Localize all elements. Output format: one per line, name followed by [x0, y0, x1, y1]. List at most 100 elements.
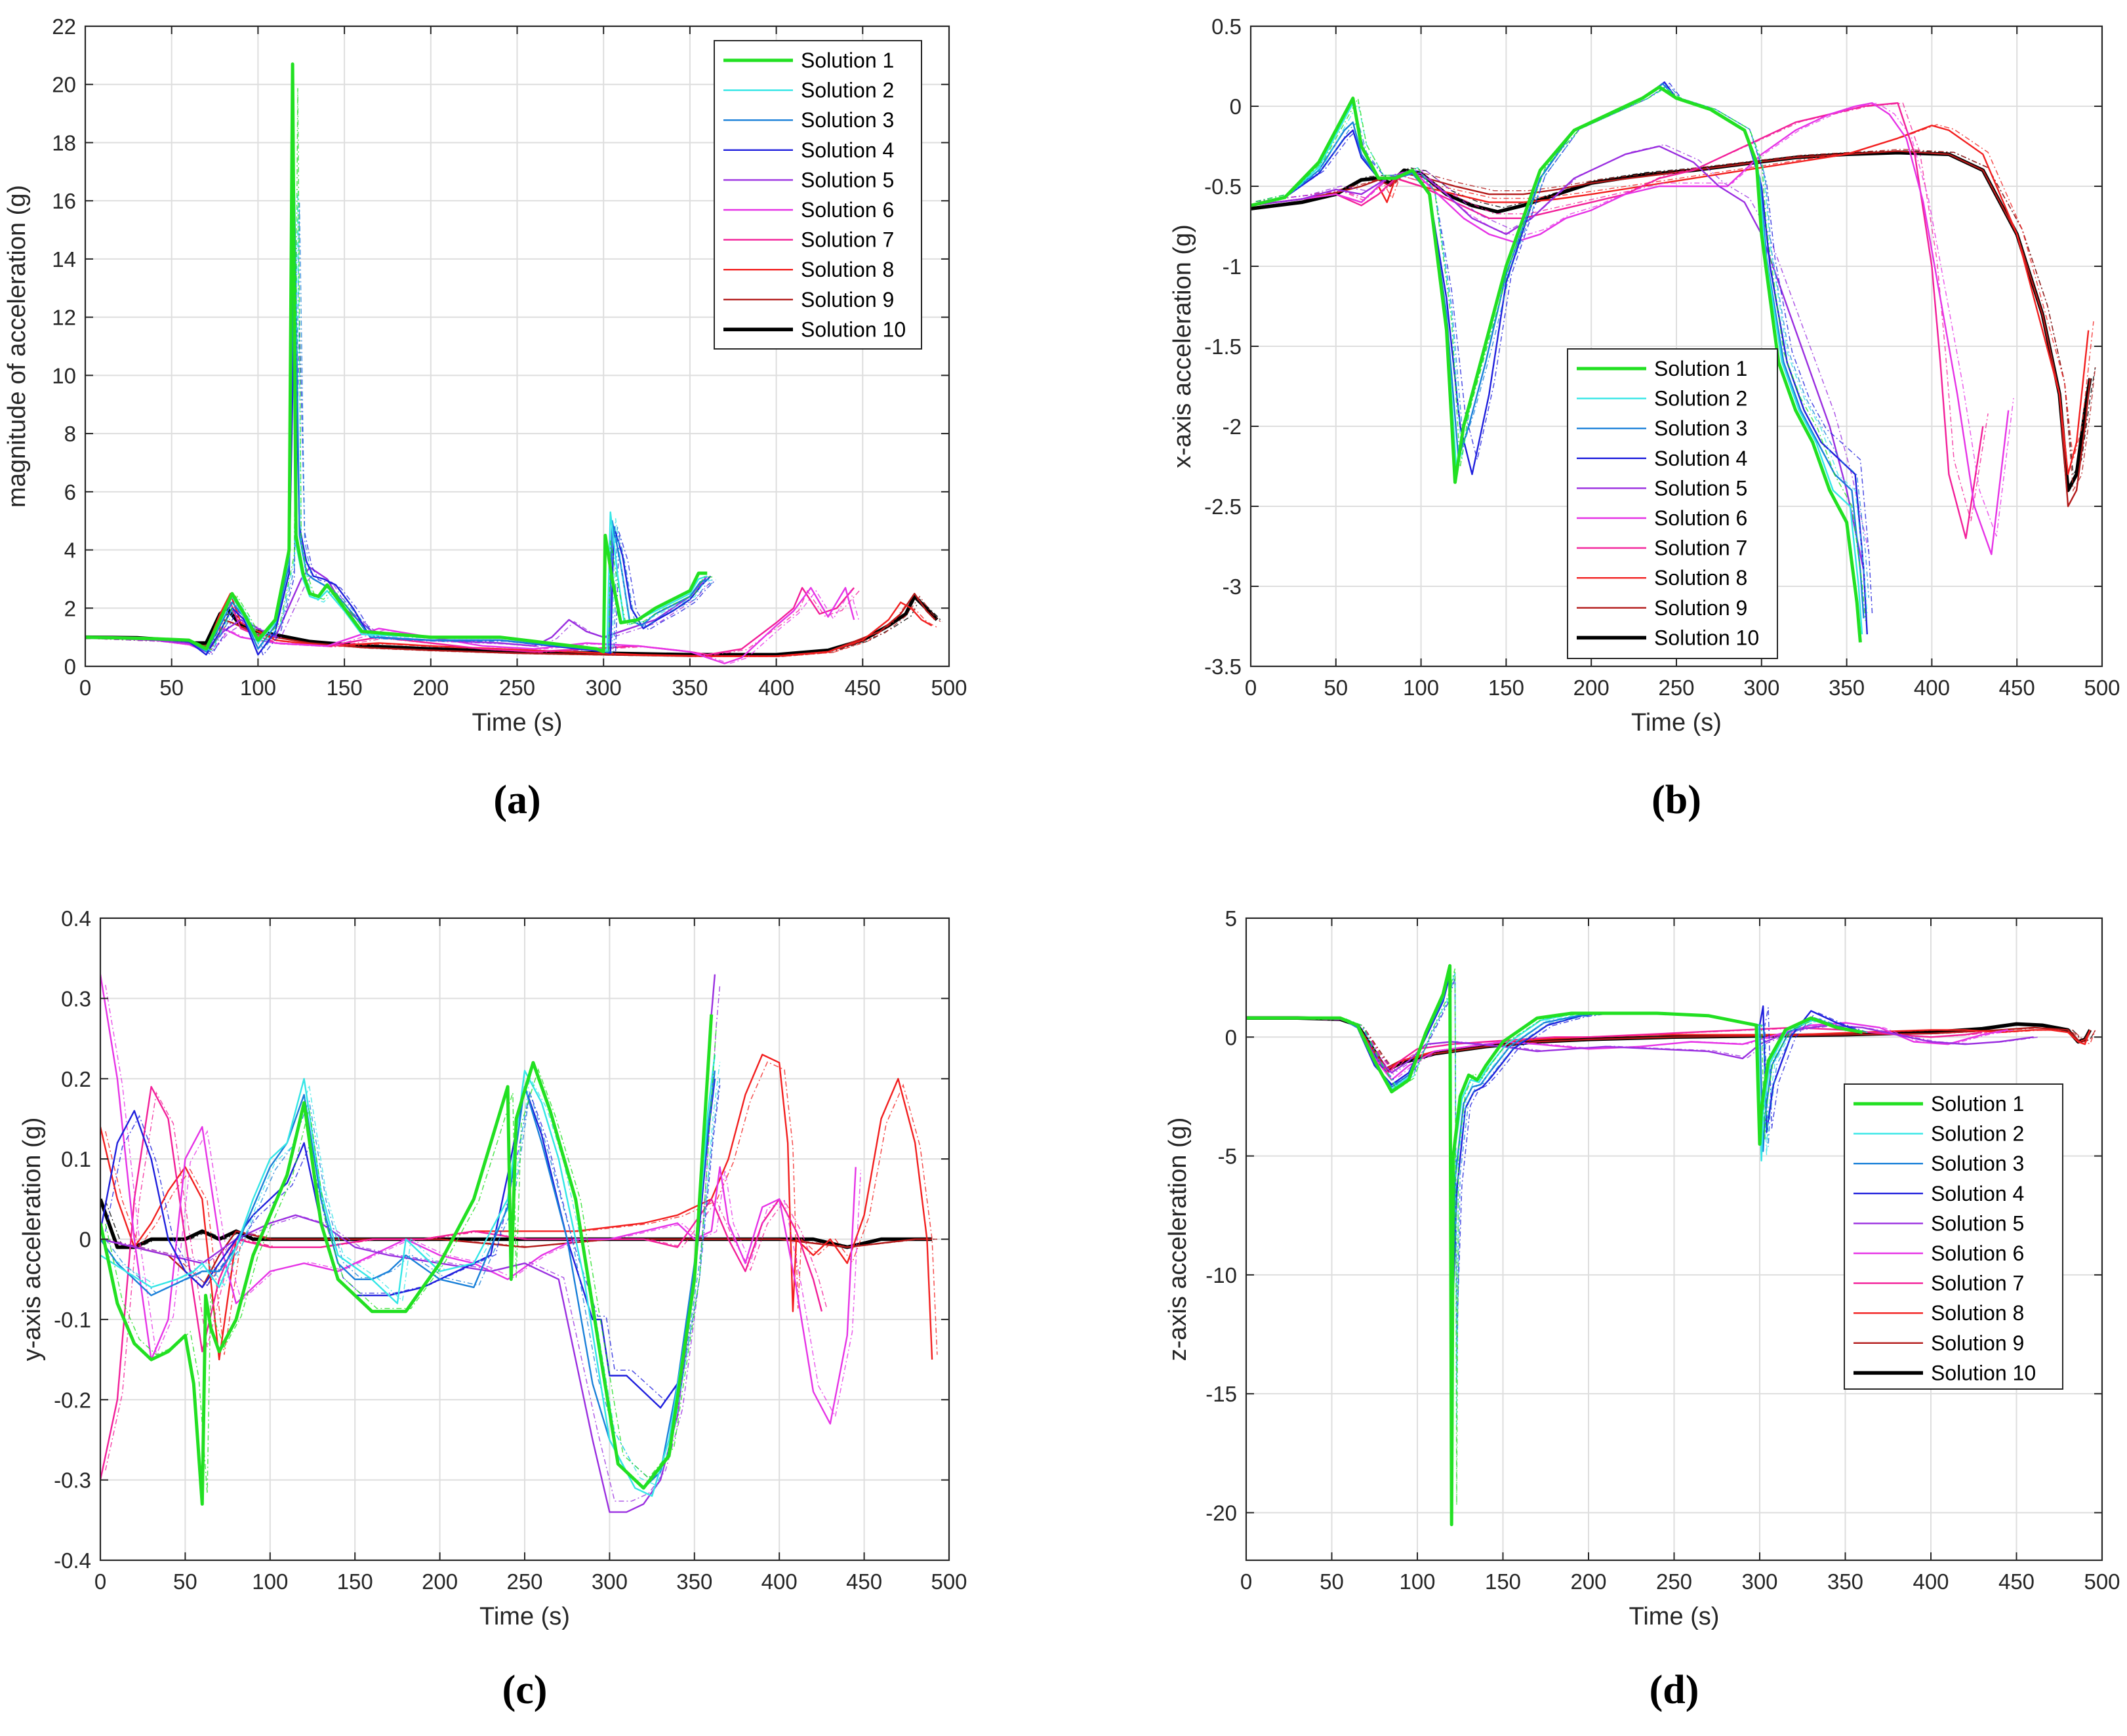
y-tick-label: -0.3 [54, 1468, 91, 1493]
y-tick-label: 0.2 [61, 1067, 91, 1091]
x-tick-label: 350 [1829, 676, 1865, 700]
y-tick-label: 5 [1225, 906, 1237, 931]
chart-a: 0 50 100 150 200 250 300 350 400 450 500 0 2 4 6 8 10 12 1… [3, 14, 967, 822]
y-tick-label: 4 [64, 538, 76, 563]
x-axis-label: Time (s) [472, 709, 563, 737]
legend-label: Solution 1 [801, 49, 894, 72]
x-tick-label: 200 [413, 676, 449, 700]
y-tick-label: 16 [52, 189, 76, 213]
x-tick-label: 0 [94, 1569, 106, 1594]
x-tick-label: 250 [1658, 676, 1694, 700]
series-line-solution-3 [1246, 969, 1863, 1395]
y-tick-label: 0.4 [61, 906, 91, 931]
series-line-solution-2 [100, 1054, 716, 1497]
y-tick-label: 8 [64, 422, 76, 446]
series-trace-solution-1 [1255, 87, 1866, 621]
legend-label: Solution 10 [1654, 626, 1759, 649]
x-axis-label: Time (s) [1629, 1603, 1720, 1630]
series-line-solution-7 [1251, 102, 1984, 539]
x-tick-label: 50 [1324, 676, 1348, 700]
series-line-solution-7 [100, 1085, 823, 1480]
x-tick-label: 450 [1999, 676, 2035, 700]
y-tick-label: 6 [64, 480, 76, 504]
x-tick-label: 0 [1240, 1569, 1252, 1594]
legend-label: Solution 2 [801, 79, 894, 102]
legend-label: Solution 10 [801, 317, 906, 341]
x-tick-label: 150 [1488, 676, 1524, 700]
x-tick-label: 50 [1320, 1569, 1344, 1594]
y-tick-label: -3.5 [1204, 655, 1242, 679]
legend-box [1567, 348, 1778, 659]
x-tick-label: 100 [1399, 1569, 1435, 1594]
series-trace-solution-6 [105, 984, 862, 1418]
x-tick-label: 500 [2084, 676, 2120, 700]
y-tick-label: -0.5 [1204, 174, 1242, 199]
legend-label: Solution 8 [1654, 566, 1747, 590]
series-group [100, 974, 938, 1513]
legend-label: Solution 8 [1931, 1301, 2024, 1325]
legend-label: Solution 3 [801, 108, 894, 132]
legend-label: Solution 10 [1931, 1361, 2036, 1384]
series-line-solution-4 [100, 1078, 716, 1409]
y-tick-label: -1.5 [1204, 334, 1242, 359]
series-trace-solution-5 [90, 571, 713, 653]
legend: Solution 1 Solution 2 Solution 3 Solution 4… [1567, 348, 1778, 659]
y-tick-label: 12 [52, 306, 76, 330]
y-tick-label: 0 [1225, 1025, 1237, 1049]
legend-label: Solution 4 [801, 138, 894, 162]
y-tick-label: 18 [52, 131, 76, 155]
y-tick-label: 0 [64, 655, 76, 679]
x-tick-label: 150 [327, 676, 363, 700]
series-line-solution-3 [1251, 83, 1865, 618]
y-tick-label: 10 [52, 363, 76, 388]
x-axis-label: Time (s) [1631, 709, 1722, 737]
y-tick-label: -0.4 [54, 1548, 91, 1573]
x-tick-label: 350 [672, 676, 708, 700]
x-tick-label: 500 [2084, 1569, 2120, 1594]
series-line-solution-1 [100, 1014, 714, 1506]
x-tick-label: 500 [931, 1569, 967, 1594]
y-tick-label: -20 [1205, 1501, 1237, 1525]
y-tick-label: -1 [1223, 254, 1242, 279]
x-tick-label: 100 [1403, 676, 1439, 700]
x-tick-label: 200 [1573, 676, 1610, 700]
series-line-solution-10 [85, 594, 939, 657]
x-tick-label: 450 [845, 676, 881, 700]
series-trace-solution-6 [1251, 1018, 2014, 1080]
x-tick-label: 100 [240, 676, 276, 700]
legend-label: Solution 5 [1931, 1211, 2024, 1235]
legend-label: Solution 4 [1931, 1182, 2024, 1205]
y-tick-label: -5 [1218, 1144, 1237, 1169]
x-tick-label: 400 [1913, 1569, 1949, 1594]
legend-label: Solution 9 [801, 288, 894, 312]
x-tick-label: 150 [1485, 1569, 1521, 1594]
x-tick-label: 400 [761, 1569, 798, 1594]
x-tick-label: 250 [506, 1569, 542, 1594]
legend-label: Solution 4 [1654, 447, 1747, 470]
x-tick-label: 250 [1656, 1569, 1692, 1594]
legend-label: Solution 6 [801, 198, 894, 222]
legend: Solution 1 Solution 2 Solution 3 Solution 4… [1844, 1083, 2063, 1390]
legend-label: Solution 7 [801, 228, 894, 252]
y-tick-label: 0.1 [61, 1147, 91, 1171]
y-tick-label: 0.3 [61, 986, 91, 1011]
series-trace-solution-6 [90, 590, 860, 664]
series-trace-solution-3 [105, 1077, 721, 1479]
series-trace-solution-7 [1255, 102, 1989, 521]
series-trace-solution-1 [90, 88, 713, 653]
legend-box [1844, 1083, 2063, 1390]
x-tick-label: 200 [422, 1569, 458, 1594]
x-tick-label: 450 [1998, 1569, 2035, 1594]
y-tick-label: 22 [52, 14, 76, 39]
legend-label: Solution 2 [1654, 387, 1747, 411]
x-tick-label: 350 [1827, 1569, 1863, 1594]
x-tick-label: 0 [79, 676, 91, 700]
series-trace-solution-9 [1255, 148, 2096, 493]
legend-label: Solution 7 [1931, 1272, 2024, 1295]
series-trace-solution-7 [105, 1091, 828, 1471]
x-tick-label: 0 [1245, 676, 1257, 700]
x-tick-label: 100 [252, 1569, 288, 1594]
y-tick-label: -10 [1205, 1263, 1237, 1287]
subfigure-caption: (a) [493, 778, 540, 822]
x-tick-label: 400 [1914, 676, 1950, 700]
